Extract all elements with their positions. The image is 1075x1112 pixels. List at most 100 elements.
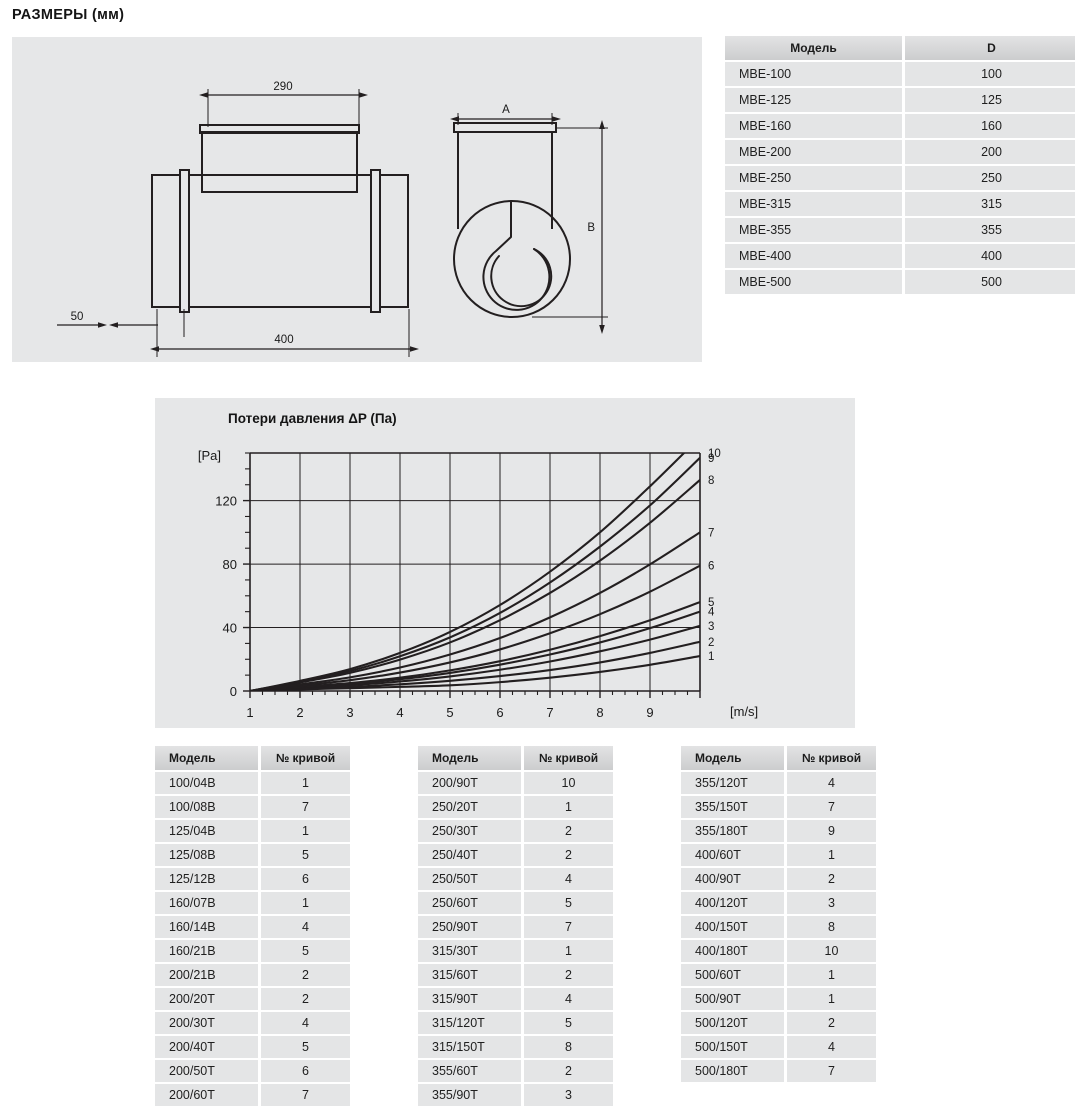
chart-y-axis-label: [Pa] — [198, 448, 221, 463]
cell-value: 9 — [785, 819, 876, 844]
cell-value: 1 — [522, 939, 613, 964]
cell-value: 1 — [259, 771, 350, 796]
cell-model: 200/90T — [418, 771, 524, 796]
curve-label-5: 5 — [708, 597, 714, 609]
cell-model: 125/12B — [155, 867, 261, 892]
column-header-d: D — [903, 36, 1075, 62]
cell-model: MBE-125 — [725, 87, 905, 114]
dim-label-50: 50 — [71, 311, 84, 323]
table-row: 315/150T 8 — [418, 1035, 613, 1060]
table-row: 125/04B 1 — [155, 819, 350, 844]
curve-label-10: 10 — [708, 448, 721, 460]
cell-model: 315/30T — [418, 939, 524, 964]
curve-label-3: 3 — [708, 621, 714, 633]
chart-y-tick-labels: 0 40 80 120 — [215, 494, 237, 699]
y-tick-label: 120 — [215, 494, 237, 509]
y-tick-label: 40 — [223, 621, 237, 636]
table-row: 500/120T 2 — [681, 1011, 876, 1036]
dim-label-b: B — [587, 222, 595, 234]
cell-model: 125/04B — [155, 819, 261, 844]
curve-number-table-2-body: 200/90T 10 250/20T 1 250/30T 2 250/40T 2 250/50T… — [418, 771, 613, 1108]
curve-label-6: 6 — [708, 561, 714, 573]
table-row: MBE-250 250 — [725, 165, 1075, 192]
cell-value: 4 — [522, 987, 613, 1012]
cell-model: 200/60T — [155, 1083, 261, 1108]
cell-model: 400/90T — [681, 867, 787, 892]
cell-value: 7 — [522, 915, 613, 940]
chart-curve-number-labels: 1 2 3 45 6 7 8 910 — [708, 448, 721, 663]
cell-model: 160/07B — [155, 891, 261, 916]
cell-value: 200 — [903, 139, 1075, 166]
cell-model: 200/20T — [155, 987, 261, 1012]
cell-model: 500/150T — [681, 1035, 787, 1060]
cell-value: 2 — [522, 843, 613, 868]
dimensions-drawing-panel: 290 50 400 A B — [12, 37, 702, 362]
table-row: 400/120T 3 — [681, 891, 876, 916]
table-row: 200/50T 6 — [155, 1059, 350, 1084]
table-row: 400/150T 8 — [681, 915, 876, 940]
table-row: 355/60T 2 — [418, 1059, 613, 1084]
cell-model: 500/60T — [681, 963, 787, 988]
cell-value: 160 — [903, 113, 1075, 140]
chart-curve-9 — [250, 456, 700, 691]
curve-number-table-3: Модель № кривой 355/120T 4 355/150T 7 355/18… — [681, 746, 876, 1084]
cell-model: 315/120T — [418, 1011, 524, 1036]
curve-label-8: 8 — [708, 475, 714, 487]
y-tick-label: 80 — [223, 557, 237, 572]
cell-model: 100/08B — [155, 795, 261, 820]
cell-value: 355 — [903, 217, 1075, 244]
table-row: 315/30T 1 — [418, 939, 613, 964]
cell-value: 5 — [259, 939, 350, 964]
table-row: 250/40T 2 — [418, 843, 613, 868]
y-tick-label: 0 — [230, 684, 237, 699]
cell-value: 7 — [259, 1083, 350, 1108]
cell-value: 125 — [903, 87, 1075, 114]
table-row: MBE-200 200 — [725, 139, 1075, 166]
cell-model: 250/40T — [418, 843, 524, 868]
table-row: 500/180T 7 — [681, 1059, 876, 1084]
table-row: 355/90T 3 — [418, 1083, 613, 1108]
table-row: 200/20T 2 — [155, 987, 350, 1012]
cell-model: 355/60T — [418, 1059, 524, 1084]
cell-model: MBE-100 — [725, 61, 905, 88]
table-row: MBE-400 400 — [725, 243, 1075, 270]
dim-label-290: 290 — [273, 81, 292, 93]
table-row: 200/90T 10 — [418, 771, 613, 796]
cell-value: 6 — [259, 1059, 350, 1084]
table-row: 315/120T 5 — [418, 1011, 613, 1036]
cell-value: 2 — [259, 963, 350, 988]
chart-curve-8 — [250, 478, 700, 691]
cell-value: 5 — [259, 1035, 350, 1060]
cell-value: 7 — [259, 795, 350, 820]
page-title: РАЗМЕРЫ (мм) — [12, 7, 125, 23]
cell-model: 250/90T — [418, 915, 524, 940]
cell-model: 500/120T — [681, 1011, 787, 1036]
cell-model: MBE-250 — [725, 165, 905, 192]
cell-model: 315/60T — [418, 963, 524, 988]
cell-model: 355/90T — [418, 1083, 524, 1108]
cell-model: MBE-160 — [725, 113, 905, 140]
table-row: 315/90T 4 — [418, 987, 613, 1012]
column-header-curve-no: № кривой — [785, 746, 876, 772]
table-row: 400/90T 2 — [681, 867, 876, 892]
table-row: 250/20T 1 — [418, 795, 613, 820]
cell-value: 1 — [522, 795, 613, 820]
dim-label-a: A — [502, 104, 510, 116]
cell-value: 6 — [259, 867, 350, 892]
cell-value: 315 — [903, 191, 1075, 218]
cell-value: 4 — [522, 867, 613, 892]
cell-value: 7 — [785, 795, 876, 820]
x-tick-label: 7 — [546, 705, 553, 720]
cell-value: 3 — [785, 891, 876, 916]
table-row: 355/150T 7 — [681, 795, 876, 820]
x-tick-label: 2 — [296, 705, 303, 720]
column-header-model: Модель — [725, 36, 905, 62]
cell-model: 400/60T — [681, 843, 787, 868]
cell-model: 250/30T — [418, 819, 524, 844]
table-row: 400/60T 1 — [681, 843, 876, 868]
model-diameter-table-body: MBE-100 100 MBE-125 125 MBE-160 160 MBE-200 200… — [725, 61, 1075, 296]
cell-value: 5 — [259, 843, 350, 868]
chart-curves — [250, 453, 700, 691]
